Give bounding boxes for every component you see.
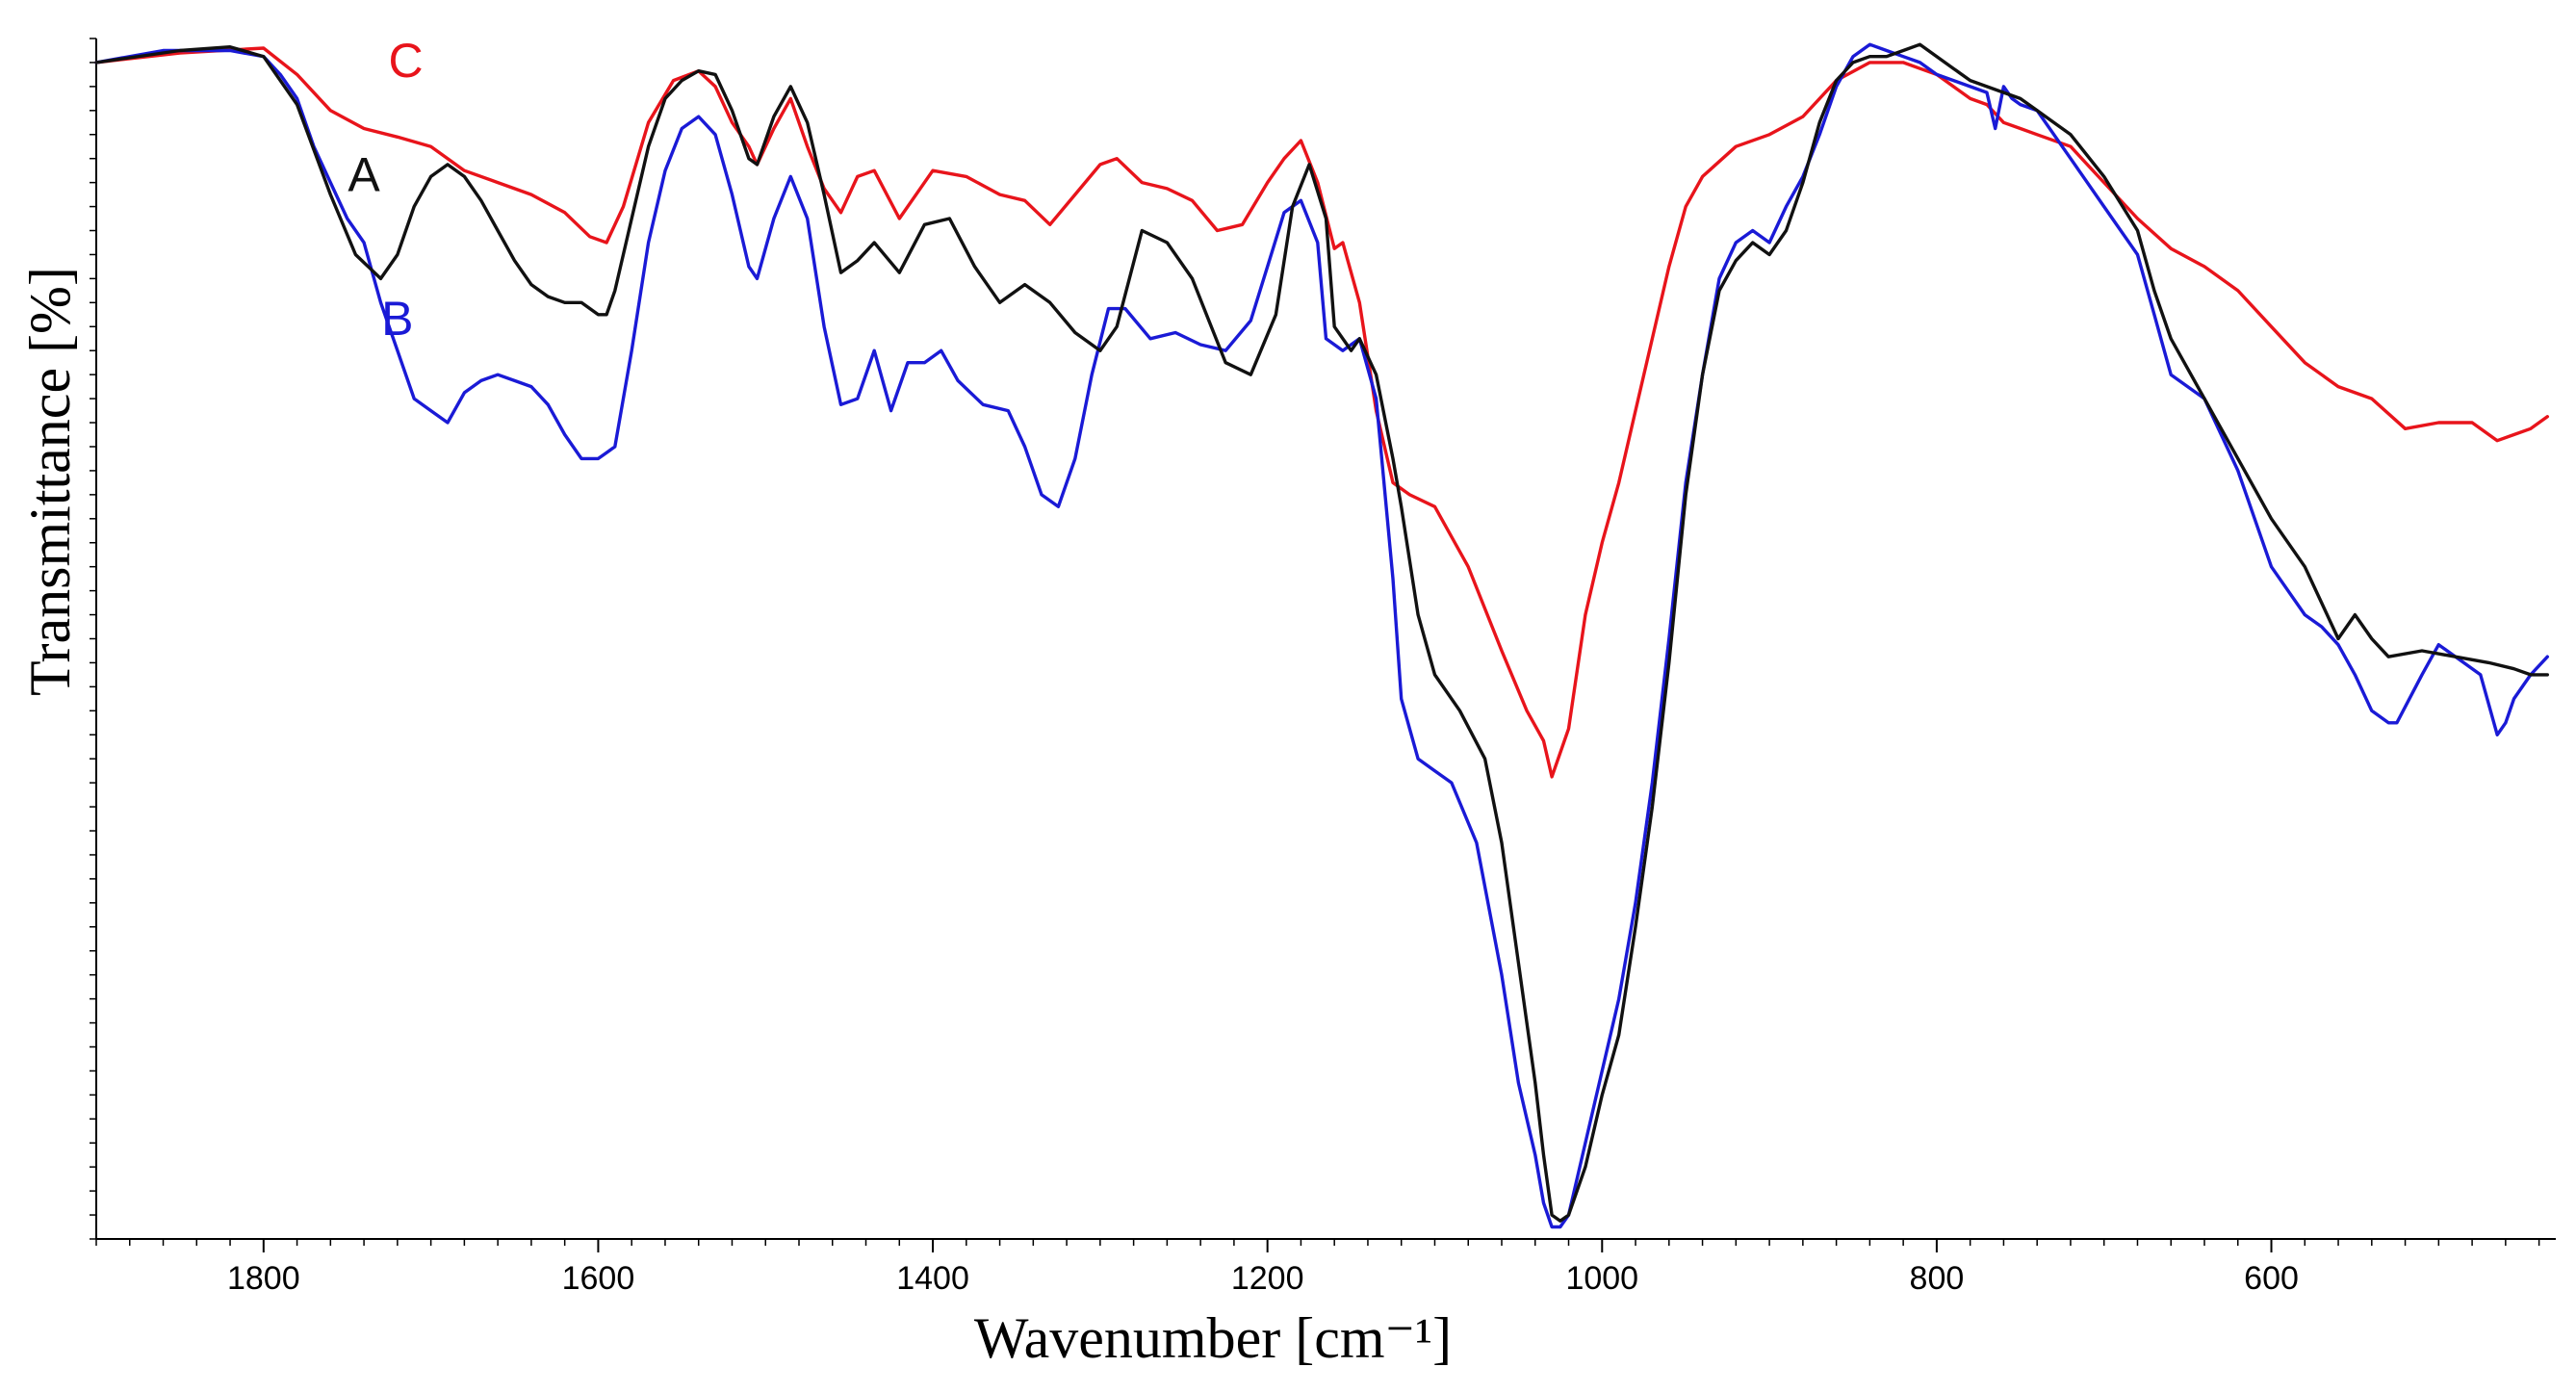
- series-line-c: [94, 46, 2550, 779]
- series-label-a: A: [348, 147, 380, 201]
- series-line-a: [94, 42, 2550, 1224]
- series-line-b: [94, 42, 2550, 1229]
- series-labels: C A B: [348, 34, 423, 346]
- x-tick-label: 800: [1910, 1260, 1965, 1297]
- x-tick-label: 1600: [562, 1260, 635, 1297]
- x-tick-label: 1200: [1231, 1260, 1304, 1297]
- series-label-b: B: [381, 292, 413, 346]
- x-ticks: 1800 1600 1400 1200 1000 800 600: [95, 1239, 2540, 1297]
- plot-area: 1800 1600 1400 1200 1000 800 600 C A B: [90, 34, 2556, 1297]
- series-group: [94, 42, 2550, 1229]
- y-axis-title: Transmittance [%]: [18, 267, 82, 696]
- x-tick-label: 600: [2244, 1260, 2299, 1297]
- y-minor-ticks: [90, 38, 96, 1240]
- x-tick-label: 1800: [227, 1260, 300, 1297]
- x-tick-label: 1000: [1565, 1260, 1638, 1297]
- x-axis-title: Wavenumber [cm⁻¹]: [974, 1306, 1452, 1370]
- x-tick-label: 1400: [896, 1260, 969, 1297]
- series-label-c: C: [388, 34, 423, 88]
